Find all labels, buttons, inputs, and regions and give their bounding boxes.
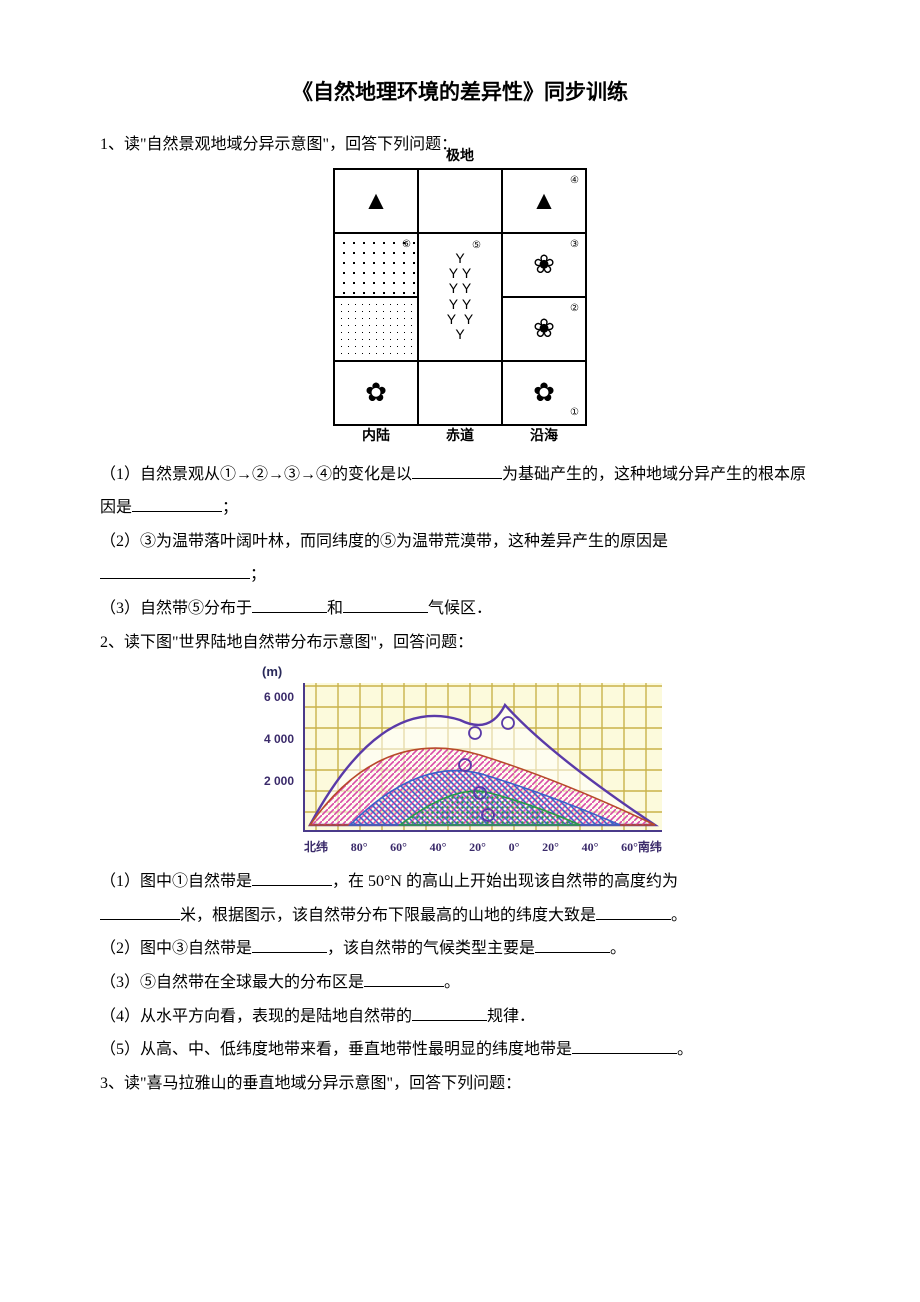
fig2-xlabels: 北纬 80° 60° 40° 20° 0° 20° 40° 60°南纬 xyxy=(304,841,662,853)
marker-4: ④ xyxy=(570,176,579,186)
q2-p5: （5）从高、中、低纬度地带来看，垂直地带性最明显的纬度地带是 。 xyxy=(100,1033,820,1067)
q2-p5-b: 。 xyxy=(677,1041,693,1058)
q1-p2-a: （2）③为温带落叶阔叶林，而同纬度的⑤为温带荒漠带，这种差异产生的原因是 xyxy=(100,533,668,550)
fig1-cell-r4c2 xyxy=(418,361,502,425)
q2-p4: （4）从水平方向看，表现的是陆地自然带的 规律． xyxy=(100,1000,820,1034)
q1-p1-a: （1）自然景观从①→②→③→④的变化是以 xyxy=(100,466,412,483)
blank[interactable] xyxy=(364,970,444,987)
figure-2: (m) 6 000 4 000 2 000 xyxy=(250,665,670,855)
marker-2: ② xyxy=(570,304,579,314)
blank[interactable] xyxy=(596,903,671,920)
q1-p3-b: 和 xyxy=(327,600,343,617)
q2-p3-a: （3）⑤自然带在全球最大的分布区是 xyxy=(100,974,364,991)
broadleaf-tree-icon: ❀ xyxy=(533,250,555,279)
q2-p2-a: （2）图中③自然带是 xyxy=(100,940,252,957)
blank[interactable] xyxy=(100,903,180,920)
blank[interactable] xyxy=(132,495,222,512)
blank[interactable] xyxy=(572,1037,677,1054)
q1-p2: （2）③为温带落叶阔叶林，而同纬度的⑤为温带荒漠带，这种差异产生的原因是 ； xyxy=(100,525,820,592)
q1-p1-c: ； xyxy=(222,499,238,516)
figure-2-wrap: (m) 6 000 4 000 2 000 xyxy=(100,665,820,859)
q1-p1: （1）自然景观从①→②→③→④的变化是以为基础产生的，这种地域分异产生的根本原因… xyxy=(100,458,820,525)
fig1-cell-r2c3: ❀③ xyxy=(502,233,586,297)
marker-3: ③ xyxy=(570,240,579,250)
blank[interactable] xyxy=(252,869,332,886)
fig2-xtick: 60° xyxy=(390,841,407,853)
blank[interactable] xyxy=(535,936,610,953)
blank[interactable] xyxy=(252,936,327,953)
fig2-y-unit: (m) xyxy=(262,665,282,678)
q2-p1-c: 米，根据图示，该自然带分布下限最高的山地的纬度大致是 xyxy=(180,907,596,924)
blank[interactable] xyxy=(100,562,250,579)
fig1-cell-r2c1: ⑥ xyxy=(334,233,418,297)
fig1-cell-r4c3: ✿① xyxy=(502,361,586,425)
fig2-xtick: 0° xyxy=(509,841,520,853)
fig2-svg xyxy=(250,665,670,855)
q2-p2-c: 。 xyxy=(610,940,626,957)
q2-p4-a: （4）从水平方向看，表现的是陆地自然带的 xyxy=(100,1008,412,1025)
grass-icon: ⑤YY YY YY YY YY xyxy=(419,251,501,343)
q2-p1: （1）图中①自然带是 ，在 50°N 的高山上开始出现该自然带的高度约为米，根据图… xyxy=(100,865,820,932)
conifer-icon: ▲ xyxy=(531,186,557,215)
q3-stem: 3、读"喜马拉雅山的垂直地域分异示意图"，回答下列问题： xyxy=(100,1067,820,1101)
q2-stem: 2、读下图"世界陆地自然带分布示意图"，回答问题： xyxy=(100,626,820,660)
figure-1: 极地 ▲ ▲④ ⑥ ⑤YY YY YY YY YY ❀③ ❀② xyxy=(333,168,587,448)
blank[interactable] xyxy=(412,462,502,479)
fig2-xtick: 北纬 xyxy=(304,841,328,853)
fig2-xtick: 40° xyxy=(582,841,599,853)
broadleaf-tree-icon: ❀ xyxy=(533,314,555,343)
q1-p3-c: 气候区． xyxy=(428,600,492,617)
q1-p2-b: ； xyxy=(250,566,266,583)
q2-p5-a: （5）从高、中、低纬度地带来看，垂直地带性最明显的纬度地带是 xyxy=(100,1041,572,1058)
q2-p2-b: ，该自然带的气候类型主要是 xyxy=(327,940,535,957)
tropical-tree-icon: ✿ xyxy=(533,378,555,407)
fig1-bottom-center: 赤道 xyxy=(418,425,502,448)
fig2-xtick: 80° xyxy=(351,841,368,853)
q2-p1-d: 。 xyxy=(671,907,687,924)
q2-p2: （2）图中③自然带是 ，该自然带的气候类型主要是 。 xyxy=(100,932,820,966)
q2-p3-b: 。 xyxy=(444,974,460,991)
fig2-ytick-4000: 4 000 xyxy=(264,733,294,745)
blank[interactable] xyxy=(343,596,428,613)
q1-p3: （3）自然带⑤分布于 和 气候区． xyxy=(100,592,820,626)
fig2-xtick: 20° xyxy=(469,841,486,853)
fig1-bottom-left: 内陆 xyxy=(334,425,418,448)
q2-p4-b: 规律． xyxy=(487,1008,535,1025)
figure-1-wrap: 极地 ▲ ▲④ ⑥ ⑤YY YY YY YY YY ❀③ ❀② xyxy=(100,168,820,452)
fig1-grid: ▲ ▲④ ⑥ ⑤YY YY YY YY YY ❀③ ❀② ✿ xyxy=(333,168,587,448)
fig2-ytick-6000: 6 000 xyxy=(264,691,294,703)
fig1-top-label: 极地 xyxy=(333,150,587,164)
marker-5: ⑤ xyxy=(472,240,481,251)
tropical-tree-icon: ✿ xyxy=(365,378,387,407)
fig2-ytick-2000: 2 000 xyxy=(264,775,294,787)
fig1-cell-r3c1 xyxy=(334,297,418,361)
q1-p3-a: （3）自然带⑤分布于 xyxy=(100,600,252,617)
marker-6: ⑥ xyxy=(402,240,411,250)
fig2-xtick: 40° xyxy=(430,841,447,853)
fig1-cell-r3c3: ❀② xyxy=(502,297,586,361)
page-title: 《自然地理环境的差异性》同步训练 xyxy=(100,70,820,114)
blank[interactable] xyxy=(252,596,327,613)
fig1-cell-r1c2 xyxy=(418,169,502,233)
marker-1: ① xyxy=(570,408,579,418)
fig1-cell-r1c1: ▲ xyxy=(334,169,418,233)
page: 《自然地理环境的差异性》同步训练 1、读"自然景观地域分异示意图"，回答下列问题… xyxy=(0,0,920,1302)
fig1-cell-r1c3: ▲④ xyxy=(502,169,586,233)
q2-p1-b: ，在 50°N 的高山上开始出现该自然带的高度约为 xyxy=(332,873,678,890)
fig1-cell-r4c1: ✿ xyxy=(334,361,418,425)
conifer-icon: ▲ xyxy=(363,186,389,215)
fig2-xtick: 60°南纬 xyxy=(621,841,662,853)
q2-p3: （3）⑤自然带在全球最大的分布区是 。 xyxy=(100,966,820,1000)
q2-p1-a: （1）图中①自然带是 xyxy=(100,873,252,890)
fig2-xtick: 20° xyxy=(542,841,559,853)
blank[interactable] xyxy=(412,1004,487,1021)
fig1-cell-grass: ⑤YY YY YY YY YY xyxy=(418,233,502,361)
fig1-bottom-right: 沿海 xyxy=(502,425,586,448)
